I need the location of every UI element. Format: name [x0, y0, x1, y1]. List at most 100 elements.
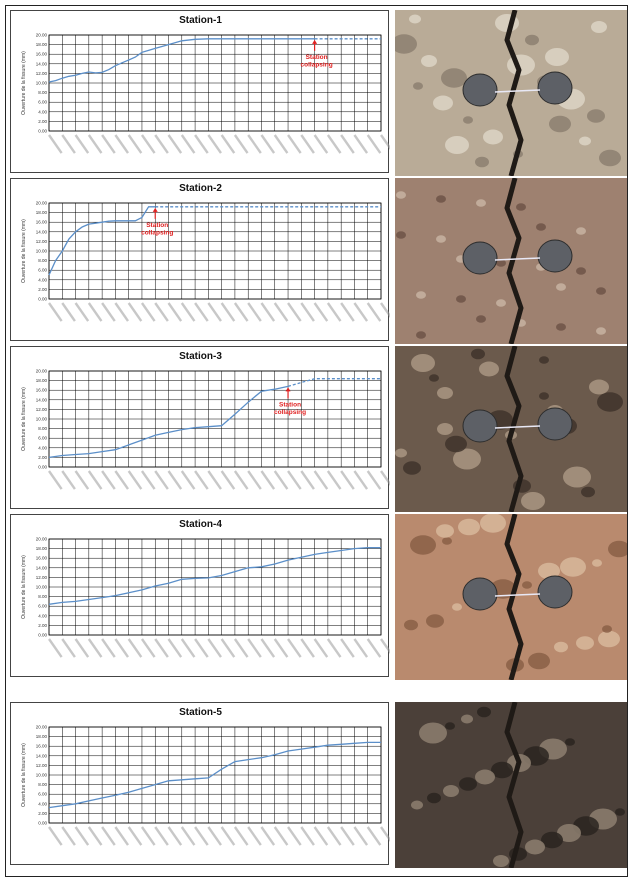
x-tick-label [313, 826, 329, 846]
x-tick-label [167, 638, 183, 658]
x-tick-label [326, 826, 342, 846]
y-tick-label: 2.00 [38, 623, 47, 628]
y-tick-label: 0.00 [38, 465, 47, 470]
x-tick-label [300, 826, 315, 846]
x-tick-label [220, 470, 236, 490]
arrow-head-icon [152, 207, 158, 212]
y-tick-label: 20.00 [36, 369, 48, 374]
rock-fissure-photo-5 [395, 702, 627, 868]
y-tick-label: 4.00 [38, 445, 47, 450]
arrow-head-icon [285, 387, 291, 392]
x-tick-label [87, 638, 103, 658]
y-tick-label: 12.00 [36, 763, 48, 768]
x-tick-label [127, 470, 143, 490]
chart-title: Station-3 [179, 351, 222, 362]
x-tick-label [180, 826, 196, 846]
y-tick-label: 16.00 [36, 556, 48, 561]
y-tick-label: 20.00 [36, 537, 48, 542]
collapse-annotation: Station [146, 222, 168, 229]
x-tick-label [140, 638, 156, 658]
y-tick-label: 0.00 [38, 821, 47, 826]
y-tick-label: 14.00 [36, 753, 48, 758]
x-tick-label [260, 470, 276, 490]
x-tick-label [233, 302, 249, 322]
x-tick-label [260, 302, 276, 322]
y-axis-label: Ouverture de la fissure (mm) [21, 51, 27, 115]
x-tick-label [74, 826, 90, 846]
y-tick-label: 16.00 [36, 52, 48, 57]
x-tick-label [300, 470, 315, 490]
x-tick-label [273, 638, 289, 658]
y-tick-label: 2.00 [38, 455, 47, 460]
rock-fissure-photo-2 [395, 178, 627, 344]
x-tick-label [74, 134, 90, 154]
station-chart: Station-4 0.00 2.00 4.00 6.00 8.00 10.00 12.00 1… [21, 519, 390, 658]
y-tick-label: 10.00 [36, 249, 48, 254]
x-tick-label [48, 134, 63, 154]
y-tick-label: 0.00 [38, 633, 47, 638]
y-tick-label: 6.00 [38, 268, 47, 273]
collapse-annotation: collapsing [274, 409, 306, 416]
x-tick-label [74, 302, 90, 322]
station-chart: Station-2 0.00 2.00 4.00 6.00 8.00 10.00 12.00 1… [21, 183, 390, 322]
x-tick-label [61, 302, 76, 322]
x-tick-label [380, 134, 390, 154]
y-tick-label: 12.00 [36, 407, 48, 412]
x-tick-label [380, 302, 390, 322]
y-tick-label: 16.00 [36, 744, 48, 749]
y-tick-label: 6.00 [38, 100, 47, 105]
fissure-crack [504, 10, 524, 176]
x-tick-label [233, 470, 249, 490]
station-chart-panel: Station-3 0.00 2.00 4.00 6.00 8.00 10.00 12.00 1… [10, 346, 390, 509]
y-tick-label: 14.00 [36, 61, 48, 66]
x-tick-label [180, 134, 196, 154]
y-tick-label: 8.00 [38, 258, 47, 263]
series-line [48, 38, 315, 83]
x-tick-label [220, 302, 236, 322]
y-tick-label: 16.00 [36, 388, 48, 393]
x-tick-label [273, 826, 289, 846]
x-tick-label [114, 470, 130, 490]
x-tick-label [194, 826, 209, 846]
y-tick-label: 4.00 [38, 613, 47, 618]
x-tick-label [87, 302, 103, 322]
x-tick-label [380, 826, 390, 846]
y-tick-label: 14.00 [36, 397, 48, 402]
x-tick-label [127, 638, 143, 658]
station-chart: Station-1 0.00 2.00 4.00 6.00 8.00 10.00 12.00 1… [21, 15, 390, 154]
y-axis-label: Ouverture de la fissure (mm) [21, 387, 27, 451]
x-tick-label [154, 470, 169, 490]
y-tick-label: 0.00 [38, 297, 47, 302]
x-tick-label [154, 302, 169, 322]
collapse-annotation: Station [306, 54, 328, 61]
y-tick-label: 2.00 [38, 119, 47, 124]
y-tick-label: 6.00 [38, 436, 47, 441]
x-tick-label [154, 638, 169, 658]
x-tick-label [233, 826, 249, 846]
x-tick-label [260, 638, 276, 658]
x-tick-label [366, 302, 382, 322]
collapse-annotation: collapsing [141, 229, 173, 236]
y-tick-label: 4.00 [38, 109, 47, 114]
x-tick-label [340, 134, 355, 154]
x-tick-label [194, 134, 209, 154]
x-tick-label [87, 134, 103, 154]
x-tick-label [101, 134, 116, 154]
x-tick-label [340, 826, 355, 846]
y-tick-label: 12.00 [36, 71, 48, 76]
fissure-crack [504, 702, 524, 868]
x-tick-label [194, 638, 209, 658]
x-tick-label [207, 134, 222, 154]
x-tick-label [353, 638, 369, 658]
x-tick-label [260, 826, 276, 846]
y-tick-label: 18.00 [36, 210, 48, 215]
x-tick-label [167, 826, 183, 846]
x-tick-label [194, 470, 209, 490]
x-tick-label [207, 470, 222, 490]
y-tick-label: 8.00 [38, 90, 47, 95]
y-tick-label: 18.00 [36, 546, 48, 551]
x-tick-label [366, 826, 382, 846]
x-tick-label [300, 302, 315, 322]
x-tick-label [313, 470, 329, 490]
x-tick-label [61, 826, 76, 846]
